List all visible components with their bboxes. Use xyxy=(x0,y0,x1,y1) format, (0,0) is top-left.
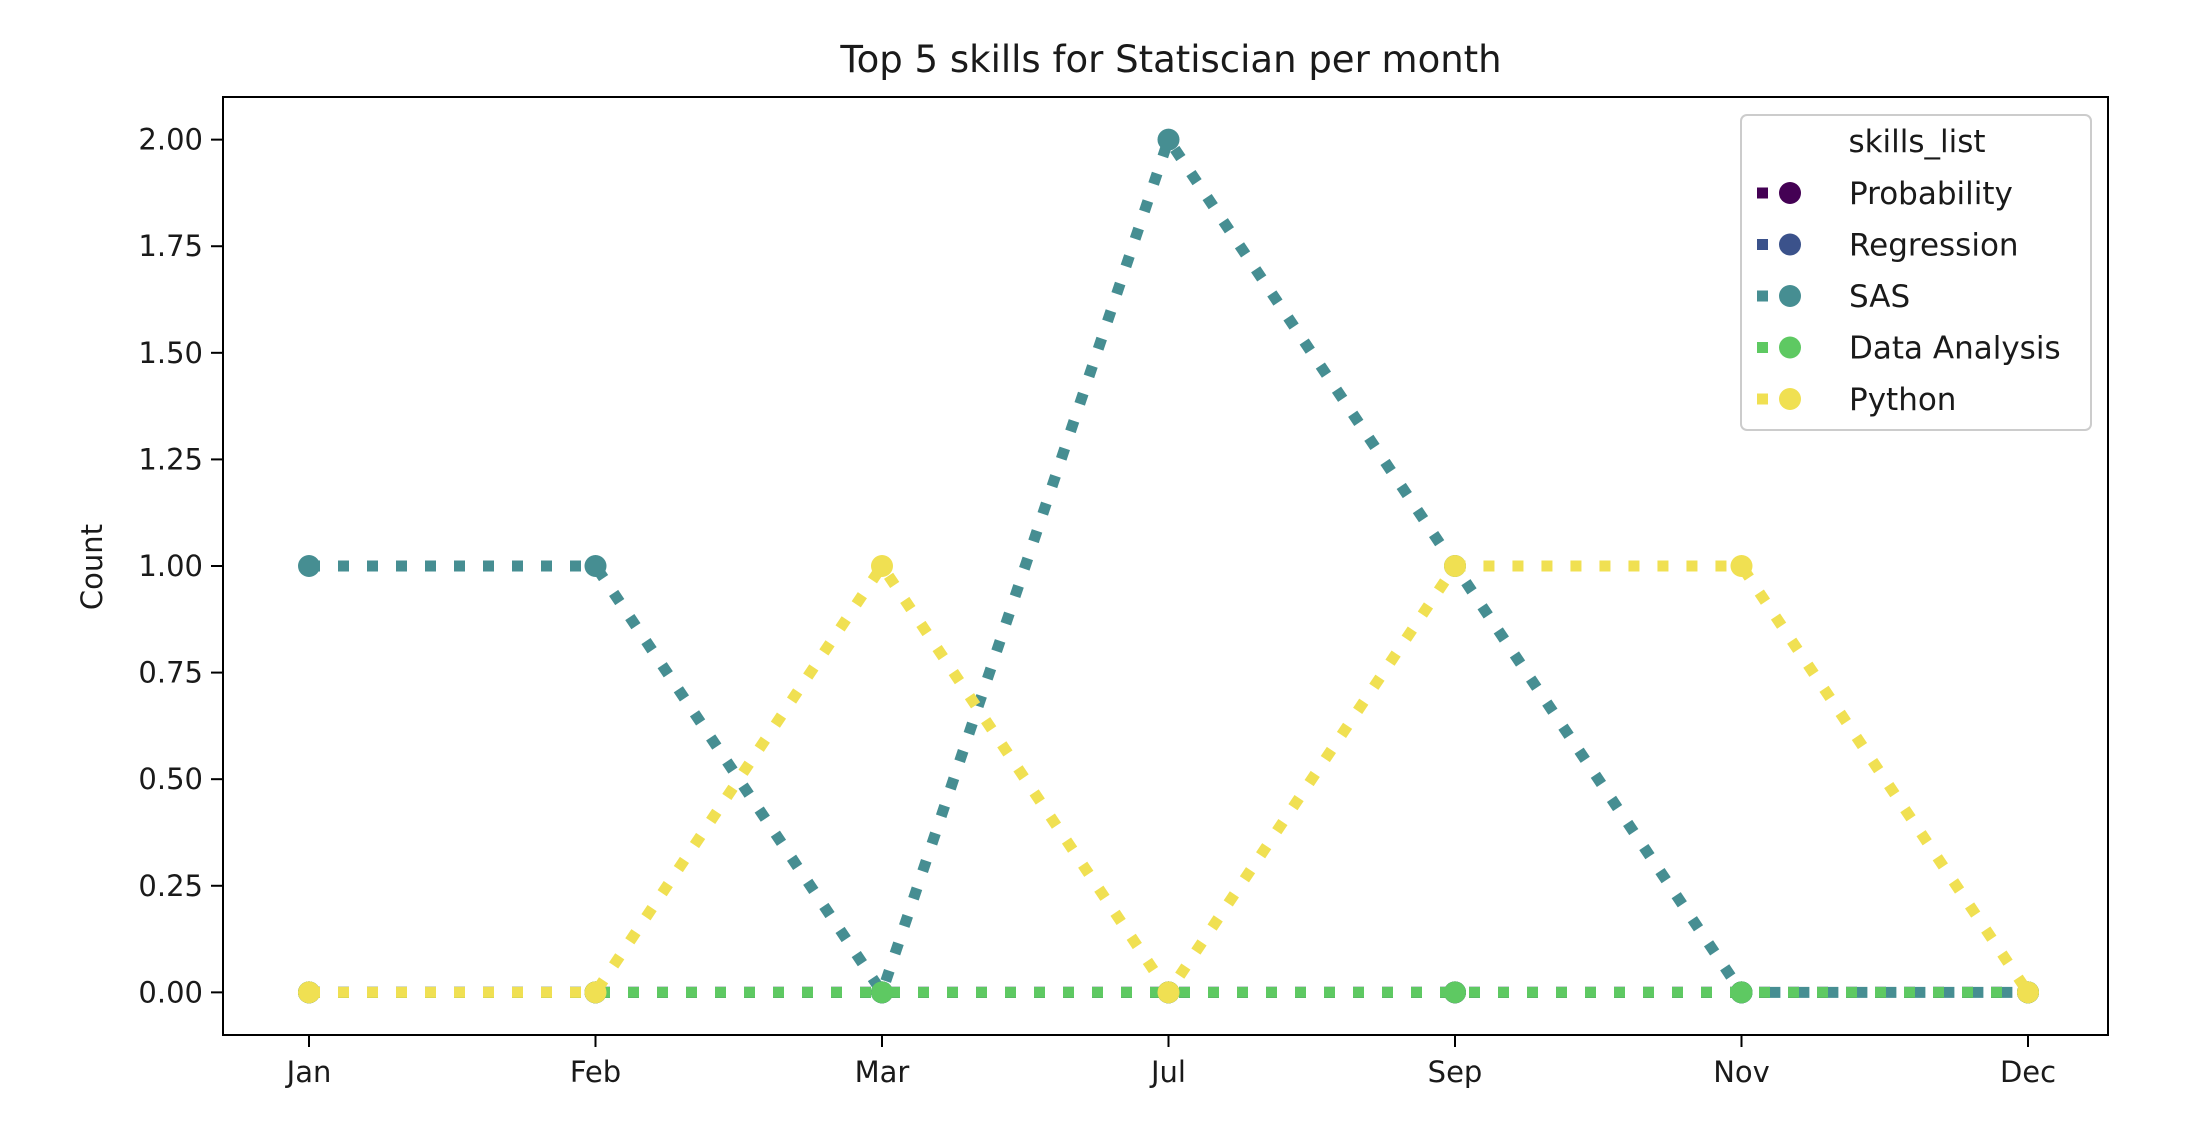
legend-marker xyxy=(1779,182,1801,204)
y-tick-label: 0.25 xyxy=(138,869,203,903)
data-point xyxy=(1444,981,1466,1004)
x-tick-label: Mar xyxy=(855,1055,910,1089)
y-tick-label: 0.50 xyxy=(138,762,203,796)
legend-marker xyxy=(1779,285,1801,307)
data-point xyxy=(584,555,607,577)
data-point xyxy=(1157,981,1180,1004)
legend-item: Data Analysis xyxy=(1757,331,2061,367)
data-point xyxy=(1730,981,1753,1004)
x-tick-label: Jul xyxy=(1149,1055,1186,1089)
legend-item: Probability xyxy=(1757,176,2013,212)
data-point xyxy=(298,555,320,577)
data-point xyxy=(1157,128,1180,151)
x-axis-ticks: Jan Feb Mar Jul Sep Nov Dec xyxy=(285,1035,2056,1089)
data-point xyxy=(871,555,893,577)
legend-marker xyxy=(1779,336,1801,359)
legend: skills_list Probability Regression SAS Data… xyxy=(1740,114,2092,431)
y-tick-label: 0.00 xyxy=(138,975,203,1009)
x-tick-label: Feb xyxy=(570,1055,621,1089)
legend-label: Python xyxy=(1849,382,1956,418)
y-axis-label: Count xyxy=(75,524,109,610)
series-line xyxy=(309,556,2033,1003)
data-point xyxy=(298,981,320,1004)
chart-title: Top 5 skills for Statiscian per month xyxy=(839,38,1501,81)
plot-frame xyxy=(222,96,2109,1036)
data-point xyxy=(584,981,607,1004)
legend-box xyxy=(1740,114,2092,431)
series-python xyxy=(298,555,2039,1004)
legend-item: SAS xyxy=(1757,279,1910,315)
legend-label: Data Analysis xyxy=(1849,331,2061,367)
y-tick-label: 1.50 xyxy=(138,336,203,370)
y-tick-label: 2.00 xyxy=(138,123,203,157)
x-tick-label: Nov xyxy=(1713,1055,1770,1089)
x-tick-label: Sep xyxy=(1428,1055,1483,1089)
legend-label: Probability xyxy=(1849,176,2013,212)
data-point xyxy=(2017,981,2039,1004)
x-tick-label: Jan xyxy=(285,1055,332,1089)
legend-item: Regression xyxy=(1757,228,2019,264)
data-point xyxy=(1730,555,1753,577)
legend-marker xyxy=(1779,388,1801,410)
legend-label: Regression xyxy=(1849,228,2019,264)
y-tick-label: 0.75 xyxy=(138,656,203,690)
legend-marker xyxy=(1779,233,1801,256)
legend-item: Python xyxy=(1757,382,1956,418)
y-tick-label: 1.00 xyxy=(138,549,203,583)
legend-label: SAS xyxy=(1849,279,1910,315)
data-point xyxy=(871,981,893,1004)
series-layer xyxy=(298,127,2039,1005)
legend-items: Probability Regression SAS Data Analysis Pyt… xyxy=(1757,176,2061,418)
y-axis-ticks: 0.00 0.25 0.50 0.75 1.00 1.25 1.50 1.75 2.00 xyxy=(138,123,223,1009)
legend-title: skills_list xyxy=(1848,124,1985,160)
y-tick-label: 1.75 xyxy=(138,229,203,263)
data-point xyxy=(1444,555,1466,577)
x-tick-label: Dec xyxy=(2000,1055,2056,1089)
y-tick-label: 1.25 xyxy=(138,442,203,476)
